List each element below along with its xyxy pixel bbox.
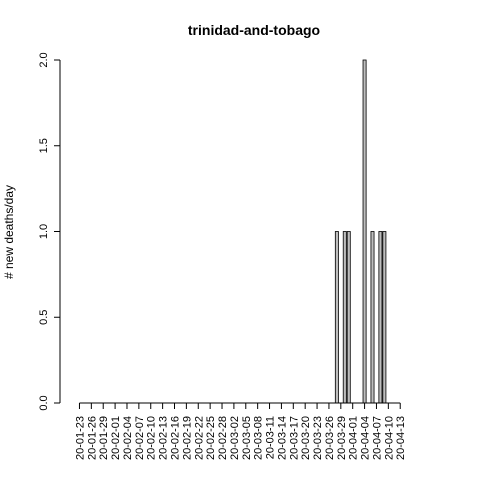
- x-tick-label: 20-03-29: [336, 416, 348, 460]
- chart-title: trinidad-and-tobago: [188, 22, 320, 38]
- bar: [370, 231, 375, 404]
- x-tick-label: 20-04-01: [348, 416, 360, 460]
- x-tick-label: 20-03-26: [324, 416, 336, 460]
- x-tick-label: 20-03-05: [241, 416, 253, 460]
- bar: [362, 59, 367, 404]
- x-tick-label: 20-01-23: [74, 416, 86, 460]
- x-tick-label: 20-03-14: [276, 416, 288, 460]
- bar: [342, 231, 347, 404]
- x-tick-label: 20-03-20: [300, 416, 312, 460]
- y-tick-label: 1.0: [38, 224, 50, 239]
- y-tick-label: 0.0: [38, 395, 50, 410]
- x-tick-label: 20-02-10: [146, 416, 158, 460]
- y-axis: 0.0 0.5 1.0 1.5 2.0: [38, 52, 61, 411]
- y-tick-label: 2.0: [38, 52, 50, 67]
- x-tick-label: 20-03-11: [265, 416, 277, 459]
- y-tick-label: 1.5: [38, 138, 50, 153]
- x-tick-label: 20-02-28: [217, 416, 229, 460]
- x-tick-label: 20-03-08: [253, 416, 265, 460]
- bar: [334, 231, 339, 404]
- x-tick-label: 20-03-17: [288, 416, 300, 460]
- x-tick-label: 20-04-10: [383, 416, 395, 460]
- x-tick-label: 20-01-29: [98, 416, 110, 460]
- x-tick-label: 20-02-25: [205, 416, 217, 460]
- x-tick-label: 20-02-19: [181, 416, 193, 460]
- x-tick-label: 20-02-16: [170, 416, 182, 460]
- x-tick-label: 20-02-13: [158, 416, 170, 460]
- x-tick-label: 20-04-13: [395, 416, 407, 460]
- x-tick-label: 20-04-04: [360, 416, 372, 460]
- x-tick-label: 20-02-04: [122, 416, 134, 460]
- x-axis: 20-01-23 20-01-26 20-01-29 20-02-01 20-02-04…: [74, 402, 407, 460]
- y-axis-label: # new deaths/day: [2, 185, 16, 279]
- x-tick-label: 20-01-26: [86, 416, 98, 460]
- x-tick-label: 20-02-22: [193, 416, 205, 460]
- x-tick-label: 20-03-23: [312, 416, 324, 460]
- bar: [382, 231, 387, 404]
- x-tick-label: 20-02-01: [110, 416, 122, 460]
- y-tick-label: 0.5: [38, 310, 50, 325]
- bars-group: [334, 59, 387, 404]
- x-tick-label: 20-04-07: [371, 416, 383, 460]
- x-tick-label: 20-03-02: [229, 416, 241, 460]
- x-tick-label: 20-02-07: [134, 416, 146, 460]
- bar: [378, 231, 383, 404]
- bar: [346, 231, 351, 404]
